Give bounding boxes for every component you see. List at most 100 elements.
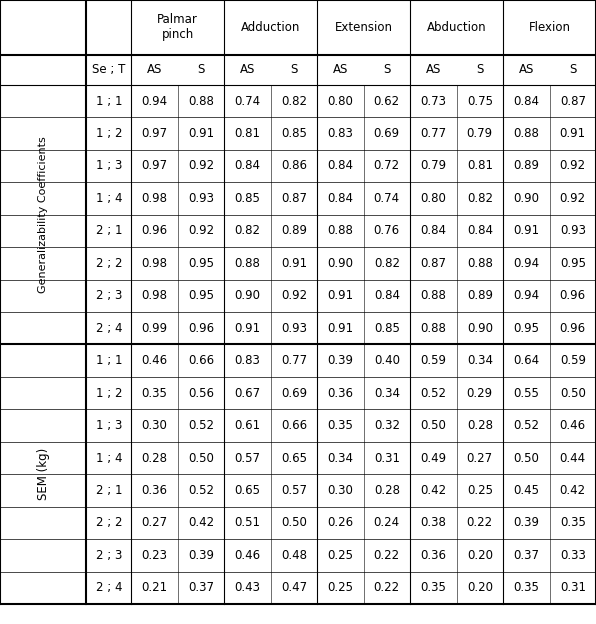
Text: 0.80: 0.80: [420, 192, 446, 205]
Text: 0.46: 0.46: [234, 549, 260, 562]
Text: 0.20: 0.20: [467, 582, 493, 594]
Text: 0.76: 0.76: [374, 225, 400, 237]
Text: 0.80: 0.80: [327, 95, 353, 107]
Text: S: S: [290, 64, 297, 76]
Text: 0.35: 0.35: [560, 517, 586, 529]
Text: 0.56: 0.56: [188, 387, 214, 399]
Text: 0.74: 0.74: [374, 192, 400, 205]
Text: 0.50: 0.50: [281, 517, 307, 529]
Text: 0.77: 0.77: [281, 354, 307, 367]
Text: 0.33: 0.33: [560, 549, 586, 562]
Text: Adduction: Adduction: [241, 21, 300, 34]
Text: 0.35: 0.35: [327, 419, 353, 432]
Text: 0.75: 0.75: [467, 95, 493, 107]
Text: Se ; T: Se ; T: [92, 64, 125, 76]
Text: Extension: Extension: [334, 21, 393, 34]
Text: 0.30: 0.30: [141, 419, 167, 432]
Text: 0.66: 0.66: [281, 419, 307, 432]
Text: 0.93: 0.93: [560, 225, 586, 237]
Text: 1 ; 3: 1 ; 3: [95, 419, 122, 432]
Text: 0.52: 0.52: [420, 387, 446, 399]
Text: 0.79: 0.79: [420, 160, 446, 172]
Text: 1 ; 4: 1 ; 4: [95, 452, 122, 464]
Text: 0.47: 0.47: [281, 582, 307, 594]
Text: 0.74: 0.74: [234, 95, 260, 107]
Text: 0.61: 0.61: [234, 419, 260, 432]
Text: 0.72: 0.72: [374, 160, 400, 172]
Text: 1 ; 4: 1 ; 4: [95, 192, 122, 205]
Text: 1 ; 1: 1 ; 1: [95, 354, 122, 367]
Text: 0.99: 0.99: [141, 322, 167, 334]
Text: 0.64: 0.64: [513, 354, 539, 367]
Text: 0.29: 0.29: [467, 387, 493, 399]
Text: 0.37: 0.37: [188, 582, 214, 594]
Text: 0.35: 0.35: [513, 582, 539, 594]
Text: S: S: [197, 64, 204, 76]
Text: 0.28: 0.28: [467, 419, 493, 432]
Text: 0.25: 0.25: [467, 484, 493, 497]
Text: 0.89: 0.89: [513, 160, 539, 172]
Text: 0.44: 0.44: [560, 452, 586, 464]
Text: AS: AS: [147, 64, 162, 76]
Text: 2 ; 2: 2 ; 2: [95, 257, 122, 270]
Text: 0.42: 0.42: [420, 484, 446, 497]
Text: 0.87: 0.87: [560, 95, 586, 107]
Text: 0.95: 0.95: [188, 290, 214, 302]
Text: 0.73: 0.73: [420, 95, 446, 107]
Text: AS: AS: [240, 64, 255, 76]
Text: 1 ; 2: 1 ; 2: [95, 387, 122, 399]
Text: 0.96: 0.96: [188, 322, 214, 334]
Text: 0.98: 0.98: [141, 257, 167, 270]
Text: 0.28: 0.28: [374, 484, 400, 497]
Text: 0.84: 0.84: [513, 95, 539, 107]
Text: 0.40: 0.40: [374, 354, 400, 367]
Text: 0.59: 0.59: [420, 354, 446, 367]
Text: 0.49: 0.49: [420, 452, 446, 464]
Text: 0.65: 0.65: [281, 452, 307, 464]
Text: 1 ; 2: 1 ; 2: [95, 127, 122, 140]
Text: 0.37: 0.37: [513, 549, 539, 562]
Text: S: S: [476, 64, 483, 76]
Text: 0.93: 0.93: [188, 192, 214, 205]
Text: 0.90: 0.90: [513, 192, 539, 205]
Text: 0.83: 0.83: [234, 354, 260, 367]
Text: 0.39: 0.39: [188, 549, 214, 562]
Text: 0.95: 0.95: [188, 257, 214, 270]
Text: 0.22: 0.22: [374, 549, 400, 562]
Text: 0.85: 0.85: [374, 322, 400, 334]
Text: 0.95: 0.95: [513, 322, 539, 334]
Text: 0.50: 0.50: [188, 452, 214, 464]
Text: 0.91: 0.91: [327, 290, 353, 302]
Text: 0.55: 0.55: [513, 387, 539, 399]
Text: 0.31: 0.31: [560, 582, 586, 594]
Text: 0.82: 0.82: [467, 192, 493, 205]
Text: 0.88: 0.88: [420, 290, 446, 302]
Text: 0.83: 0.83: [327, 127, 353, 140]
Text: 0.94: 0.94: [513, 257, 539, 270]
Text: 0.59: 0.59: [560, 354, 586, 367]
Text: AS: AS: [426, 64, 441, 76]
Text: 0.66: 0.66: [188, 354, 214, 367]
Text: 0.88: 0.88: [420, 322, 446, 334]
Text: 0.52: 0.52: [188, 419, 214, 432]
Text: 0.95: 0.95: [560, 257, 586, 270]
Text: 0.92: 0.92: [560, 192, 586, 205]
Text: 0.97: 0.97: [141, 127, 167, 140]
Text: 0.90: 0.90: [234, 290, 260, 302]
Text: 0.50: 0.50: [560, 387, 586, 399]
Text: 0.69: 0.69: [374, 127, 400, 140]
Text: 0.23: 0.23: [141, 549, 167, 562]
Text: 0.22: 0.22: [467, 517, 493, 529]
Text: 2 ; 3: 2 ; 3: [95, 549, 122, 562]
Text: 0.98: 0.98: [141, 192, 167, 205]
Text: Generalizability Coefficients: Generalizability Coefficients: [38, 136, 48, 293]
Text: 0.86: 0.86: [281, 160, 307, 172]
Text: 0.50: 0.50: [513, 452, 539, 464]
Text: 0.91: 0.91: [281, 257, 307, 270]
Text: 0.84: 0.84: [234, 160, 260, 172]
Text: AS: AS: [333, 64, 348, 76]
Text: 1 ; 1: 1 ; 1: [95, 95, 122, 107]
Text: SEM (kg): SEM (kg): [37, 448, 49, 500]
Text: 0.26: 0.26: [327, 517, 353, 529]
Text: 0.36: 0.36: [420, 549, 446, 562]
